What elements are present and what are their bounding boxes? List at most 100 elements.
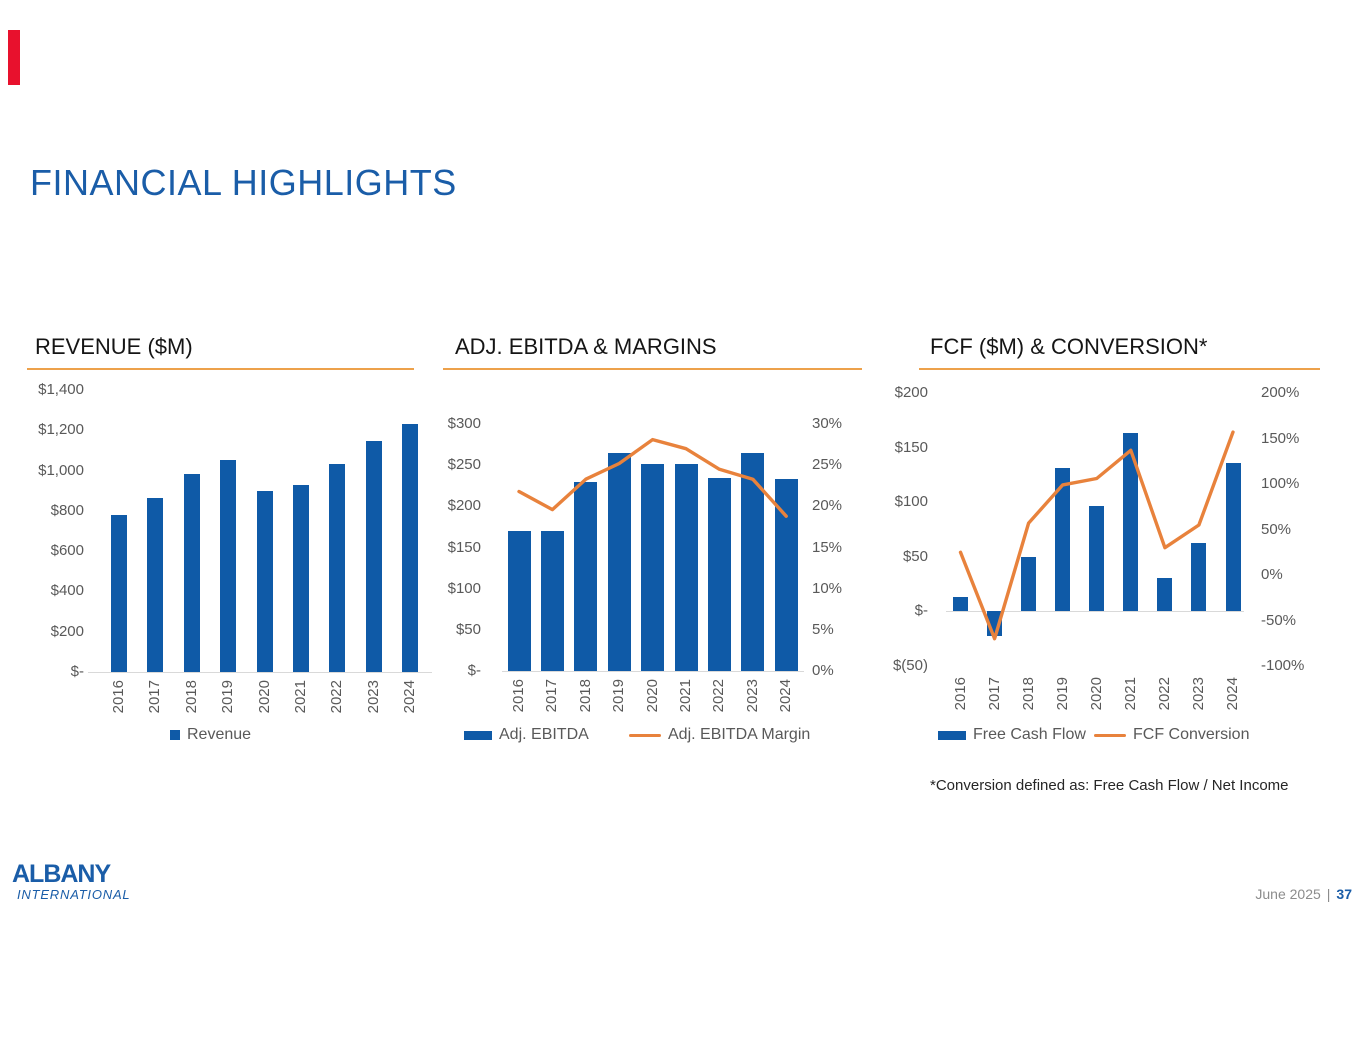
chart-title-fcf: FCF ($M) & CONVERSION* (930, 334, 1208, 359)
bar-2019 (220, 459, 237, 672)
conversion-footnote: *Conversion defined as: Free Cash Flow /… (930, 777, 1289, 794)
y-axis-tick-right: 150% (1261, 429, 1300, 447)
bar-2021 (293, 484, 309, 672)
bar-2021 (1123, 433, 1139, 612)
bar-2016 (111, 514, 127, 672)
y-axis-tick-left: $50 (902, 547, 928, 565)
footer-date: June 2025 (1255, 886, 1321, 902)
x-axis-tick: 2019 (1054, 677, 1072, 727)
y-axis-tick-left: $- (467, 662, 481, 679)
bar-2020 (1089, 505, 1105, 612)
y-axis-tick-left: $600 (50, 542, 84, 560)
bar-2023 (1191, 542, 1207, 612)
bar-2024 (1225, 462, 1241, 612)
x-axis-tick: 2020 (1088, 677, 1106, 727)
x-axis-tick: 2023 (1190, 677, 1208, 727)
legend-fcf-bar: Free Cash Flow (938, 726, 1086, 744)
y-axis-tick-left: $1,400 (38, 381, 84, 398)
y-axis-tick-left: $150 (447, 538, 481, 556)
red-accent-bar (8, 30, 20, 85)
legend-fcf-conversion: FCF Conversion (1094, 726, 1249, 744)
y-axis-tick-right: -100% (1261, 657, 1305, 674)
y-axis-tick-left: $100 (447, 579, 481, 597)
y-axis-tick-left: $- (914, 602, 928, 620)
x-axis-tick-label: 2023 (1189, 677, 1207, 711)
y-axis-tick-right: 0% (1261, 566, 1283, 583)
x-axis-tick: 2018 (1020, 677, 1038, 727)
bar-2023 (365, 440, 382, 672)
margin-line-swatch-icon (629, 733, 661, 737)
ebitda-swatch-icon (464, 730, 492, 740)
bar-2020 (256, 490, 273, 672)
bar-2017 (540, 531, 564, 671)
y-axis-tick-left: $400 (50, 582, 84, 600)
x-axis-tick: 2017 (986, 677, 1004, 727)
y-axis-tick-left: $250 (447, 456, 481, 474)
title-rule (27, 368, 414, 370)
title-rule (919, 368, 1320, 370)
bar-2022 (707, 477, 731, 671)
y-axis-tick-right: 15% (812, 538, 843, 556)
page-title: FINANCIAL HIGHLIGHTS (30, 162, 457, 203)
y-axis-tick-right: 200% (1261, 384, 1300, 401)
y-axis-tick-right: 10% (812, 579, 843, 597)
albany-logo: ALBANY INTERNATIONAL (12, 860, 131, 902)
y-axis-tick-left: $800 (50, 501, 84, 519)
y-axis-tick-left: $- (70, 663, 84, 680)
bar-2016 (507, 531, 531, 671)
y-axis-tick-left: $150 (894, 438, 928, 456)
y-axis-tick-left: $100 (894, 493, 928, 511)
title-rule (443, 368, 862, 370)
legend-revenue: Revenue (170, 726, 251, 744)
y-axis-tick-left: $200 (894, 384, 928, 401)
x-axis-tick-label: 2021 (1121, 677, 1139, 711)
bar-2022 (329, 463, 346, 672)
x-axis-tick-label: 2019 (1053, 677, 1071, 711)
logo-subtitle: INTERNATIONAL (17, 887, 131, 902)
y-axis-tick-right: 0% (812, 662, 834, 679)
legend-label: Adj. EBITDA (499, 726, 589, 743)
bar-2019 (1055, 468, 1071, 612)
bar-2024 (774, 479, 798, 671)
x-axis-tick-label: 2024 (1224, 677, 1241, 711)
legend-label: Adj. EBITDA Margin (668, 726, 811, 743)
y-axis-tick-right: 5% (812, 620, 834, 638)
legend-label: FCF Conversion (1133, 726, 1250, 743)
y-axis-tick-left: $(50) (892, 657, 928, 674)
x-axis-tick-label: 2018 (1019, 677, 1037, 711)
x-axis-tick: 2022 (1156, 677, 1174, 727)
x-axis-tick-label: 2020 (1087, 677, 1105, 711)
logo-wordmark: ALBANY (12, 860, 111, 888)
page-number: 37 (1336, 886, 1352, 902)
y-axis-tick-right: 20% (812, 497, 843, 515)
y-axis-tick-left: $1,200 (38, 421, 84, 439)
y-axis-tick-left: $300 (447, 415, 481, 432)
footer-separator: | (1326, 886, 1331, 902)
bar-2022 (1157, 577, 1173, 612)
x-axis-tick-label: 2017 (985, 677, 1003, 711)
x-axis-tick-label: 2022 (1155, 677, 1173, 711)
bar-2018 (1021, 556, 1037, 612)
x-axis-tick-label: 2016 (951, 677, 969, 711)
bar-2017 (147, 497, 164, 672)
y-axis-tick-right: -50% (1261, 611, 1297, 629)
y-axis-tick-left: $200 (50, 622, 84, 640)
bar-2016 (953, 597, 968, 612)
legend-ebitda-margin: Adj. EBITDA Margin (629, 726, 810, 744)
conversion-line-swatch-icon (1094, 733, 1126, 737)
y-axis-tick-left: $50 (455, 620, 481, 638)
y-axis-tick-left: $200 (447, 497, 481, 515)
bar-2017 (987, 611, 1003, 637)
legend-label: Free Cash Flow (973, 726, 1086, 743)
legend-label: Revenue (187, 726, 252, 743)
fcf-swatch-icon (938, 730, 966, 740)
revenue-swatch-icon (170, 730, 180, 740)
legend-ebitda-bar: Adj. EBITDA (464, 726, 589, 744)
y-axis-tick-right: 30% (812, 415, 843, 432)
bar-2018 (183, 474, 200, 672)
